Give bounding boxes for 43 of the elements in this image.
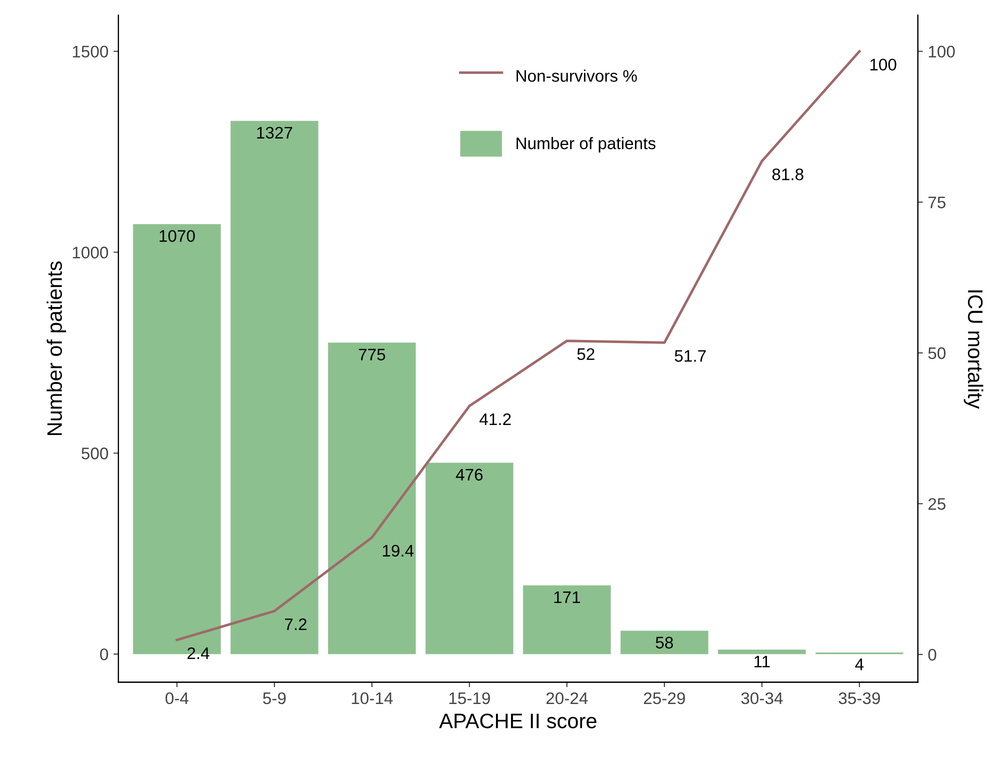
bar	[620, 630, 708, 654]
y-tick-label: 1000	[72, 246, 108, 258]
data-label: 4	[855, 658, 864, 670]
x-tick-label: 20-24	[546, 692, 588, 704]
x-tick-label: 5-9	[263, 692, 286, 704]
y2-tick-label: 75	[928, 196, 946, 208]
x-tick-label: 35-39	[838, 692, 880, 704]
data-label: 52	[577, 348, 594, 360]
y2-tick-label: 100	[928, 46, 955, 58]
y-axis-title: Number of patients	[46, 261, 66, 435]
data-label: 476	[456, 468, 483, 481]
data-label: 1327	[257, 126, 292, 139]
data-label: 41.2	[480, 413, 511, 425]
x-tick-label: 15-19	[449, 692, 490, 704]
x-tick-label: 30-34	[741, 692, 783, 704]
bar	[523, 585, 611, 654]
data-label: 7.2	[285, 618, 306, 630]
y-tick-label: 0	[100, 648, 108, 660]
data-label: 100	[870, 58, 896, 71]
y-tick-label: 500	[82, 448, 108, 460]
bar	[718, 650, 806, 654]
x-tick-label: 0-4	[166, 692, 188, 704]
data-label: 775	[358, 348, 386, 360]
data-label: 58	[656, 636, 673, 649]
data-label: 81.8	[772, 168, 804, 180]
data-label: 51.7	[674, 350, 706, 362]
y2-tick-label: 50	[928, 347, 946, 360]
legend-label: Non-survivors %	[516, 70, 637, 82]
data-label: 171	[554, 592, 580, 603]
bar	[230, 120, 318, 654]
y-tick-label: 1500	[72, 46, 108, 58]
x-tick-label: 25-29	[644, 692, 685, 704]
x-tick-label: 10-14	[352, 692, 393, 704]
y2-tick-label: 25	[928, 498, 946, 510]
data-label: 19.4	[382, 544, 414, 557]
bar	[328, 342, 416, 654]
legend-label: Number of patients	[516, 137, 656, 153]
data-label: 11	[754, 656, 770, 668]
y2-axis-title: ICU mortality	[964, 290, 984, 409]
bar	[426, 462, 514, 654]
x-axis-title: APACHE II score	[439, 714, 596, 728]
y2-tick-label: 0	[928, 648, 936, 661]
data-label: 1070	[160, 230, 195, 242]
